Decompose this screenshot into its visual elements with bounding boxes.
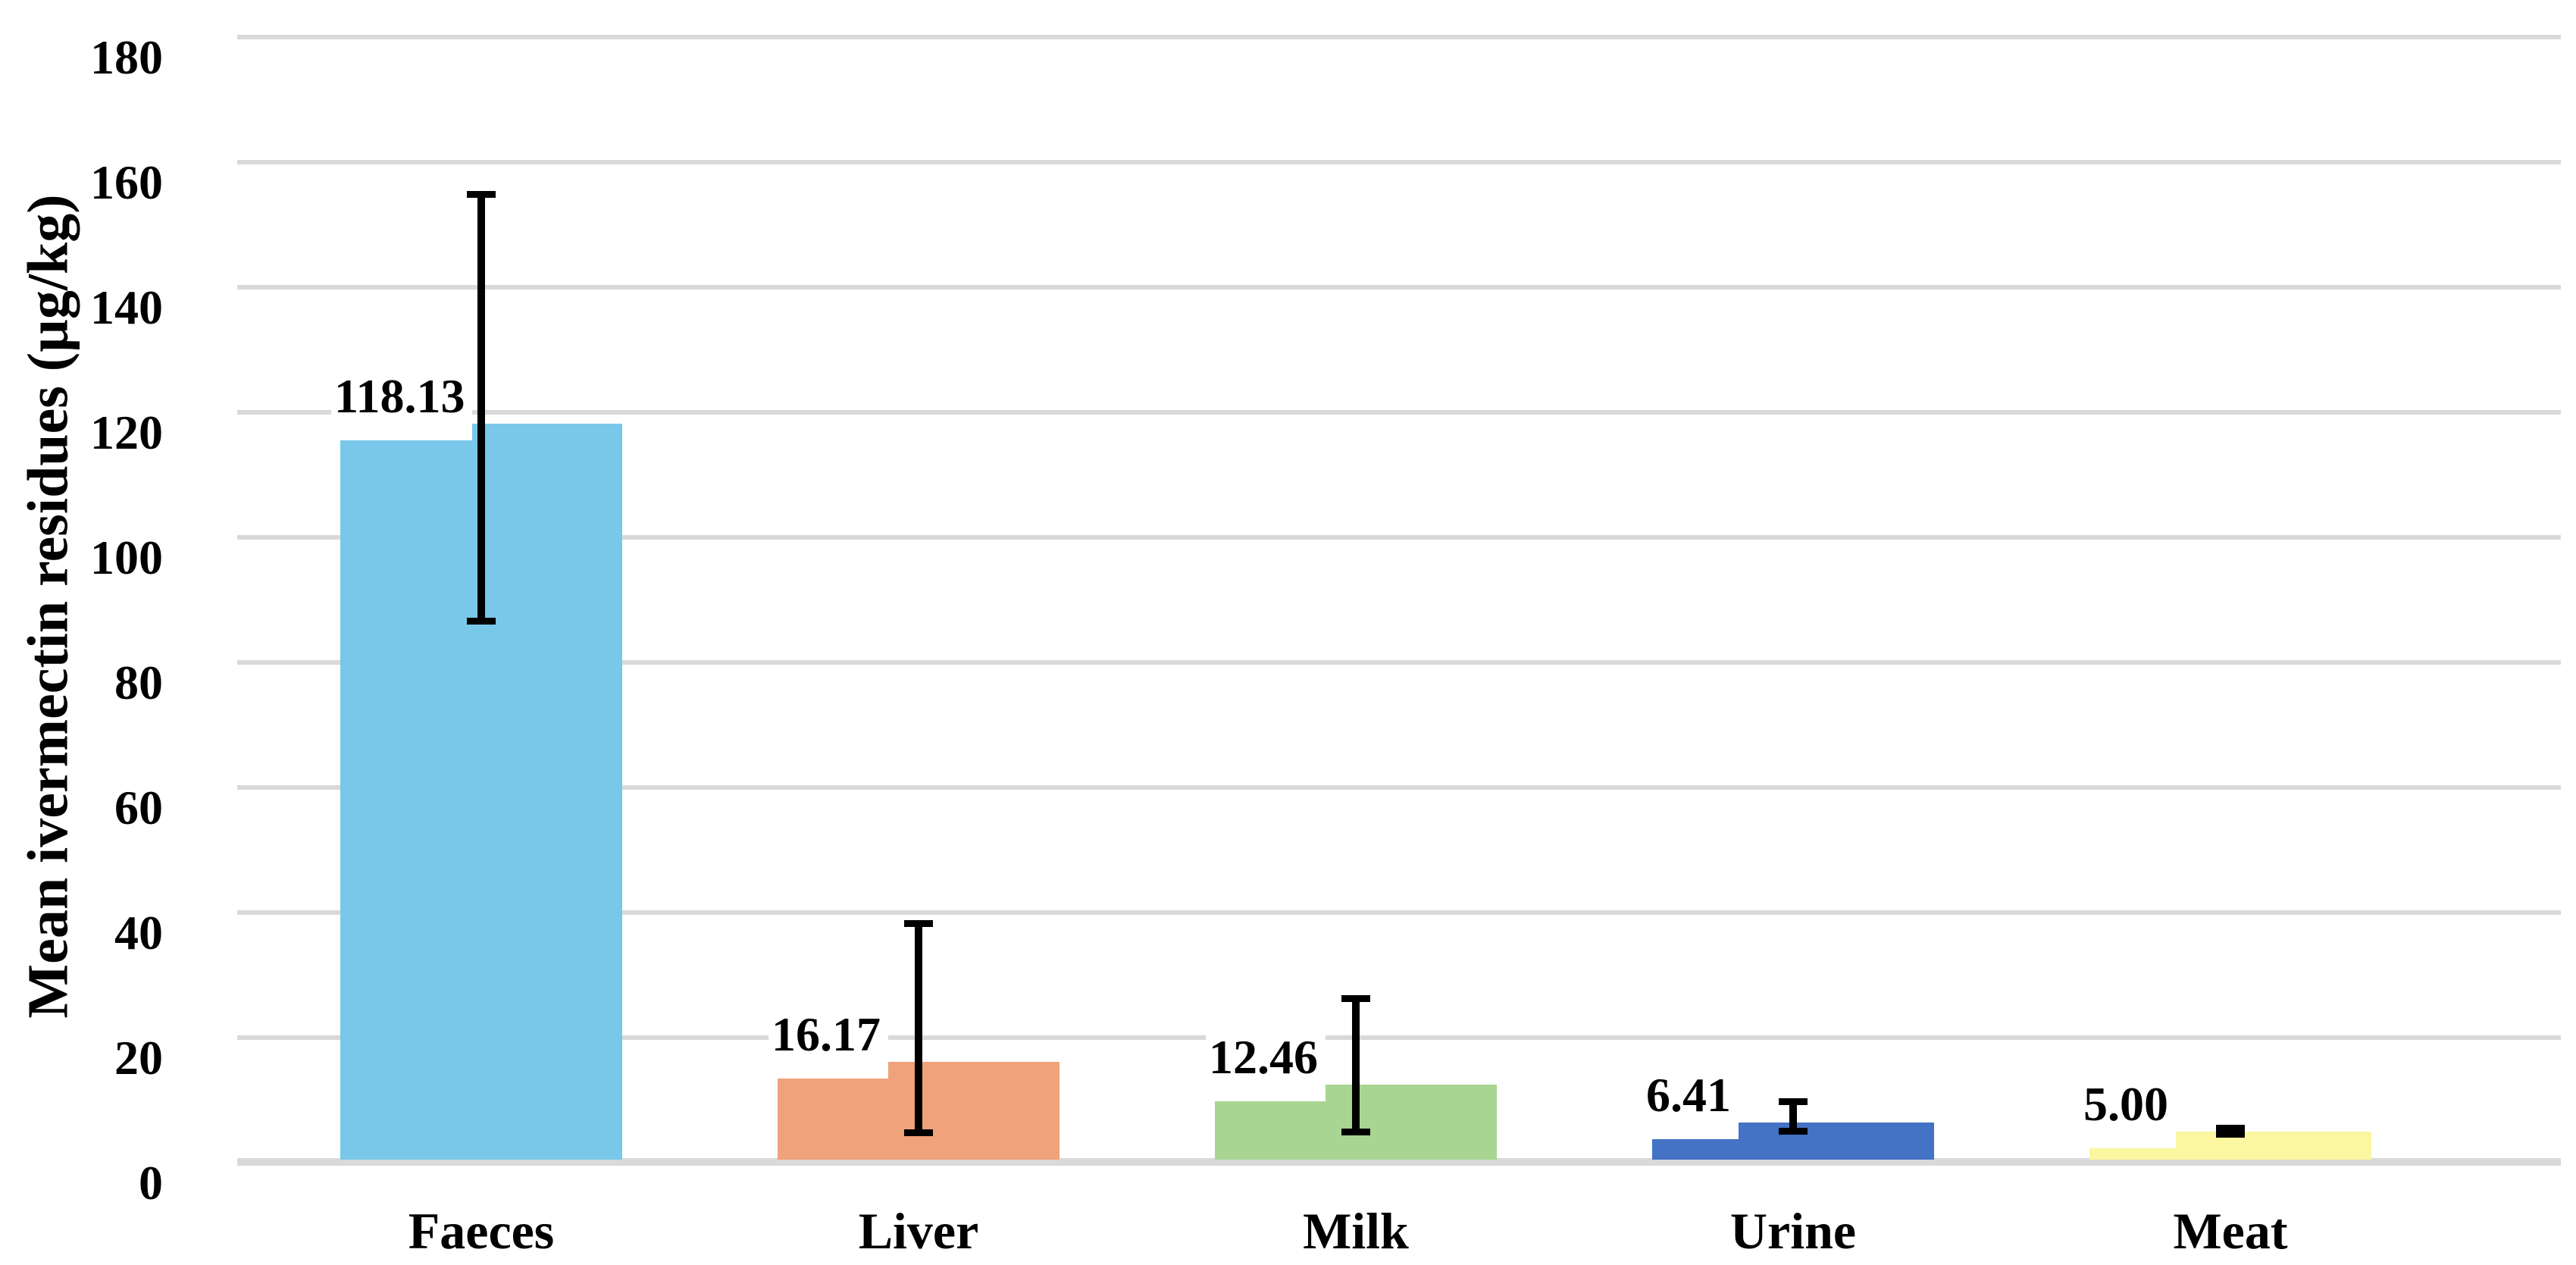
error-bar-line-milk	[1352, 998, 1360, 1132]
error-bar-line-faeces	[477, 194, 485, 622]
y-tick-label-80: 80	[114, 656, 163, 709]
data-label-meat: 5.00	[2080, 1076, 2176, 1148]
error-bar-line-urine	[1789, 1101, 1797, 1132]
y-tick-label-100: 100	[90, 531, 163, 584]
data-label-liver: 16.17	[768, 1007, 888, 1079]
y-tick-label-140: 140	[90, 280, 163, 334]
error-bar-bottom-cap-faeces	[467, 618, 496, 625]
gridline-100	[237, 535, 2561, 540]
y-tick-label-40: 40	[114, 906, 163, 960]
gridline-120	[237, 410, 2561, 415]
data-label-milk: 12.46	[1206, 1030, 1326, 1102]
gridline-160	[237, 160, 2561, 164]
category-label-liver: Liver	[858, 1202, 979, 1260]
error-bar-bottom-cap-urine	[1779, 1128, 1808, 1135]
gridline-180	[237, 35, 2561, 39]
y-tick-label-120: 120	[90, 405, 163, 459]
x-axis-line	[237, 1158, 2561, 1166]
error-bar-top-cap-faeces	[467, 191, 496, 199]
error-bar-bottom-cap-meat	[2216, 1131, 2245, 1138]
data-label-urine: 6.41	[1643, 1068, 1739, 1140]
error-bar-line-liver	[915, 923, 922, 1133]
error-bar-top-cap-milk	[1341, 994, 1370, 1002]
gridline-80	[237, 660, 2561, 665]
error-bar-bottom-cap-liver	[904, 1129, 933, 1136]
gridline-40	[237, 910, 2561, 915]
y-tick-label-160: 160	[90, 155, 163, 209]
error-bar-top-cap-urine	[1779, 1098, 1808, 1106]
error-bar-top-cap-meat	[2216, 1125, 2245, 1132]
y-tick-label-0: 0	[139, 1156, 163, 1210]
gridline-60	[237, 785, 2561, 790]
error-bar-top-cap-liver	[904, 920, 933, 928]
gridline-20	[237, 1035, 2561, 1040]
y-tick-label-180: 180	[90, 30, 163, 84]
category-label-faeces: Faeces	[408, 1202, 555, 1260]
gridline-140	[237, 285, 2561, 290]
category-label-urine: Urine	[1729, 1202, 1857, 1260]
category-label-milk: Milk	[1303, 1202, 1409, 1260]
y-tick-label-20: 20	[114, 1031, 163, 1085]
error-bar-bottom-cap-milk	[1341, 1129, 1370, 1136]
category-label-meat: Meat	[2173, 1202, 2288, 1260]
y-tick-label-60: 60	[114, 781, 163, 834]
data-label-faeces: 118.13	[331, 369, 473, 441]
